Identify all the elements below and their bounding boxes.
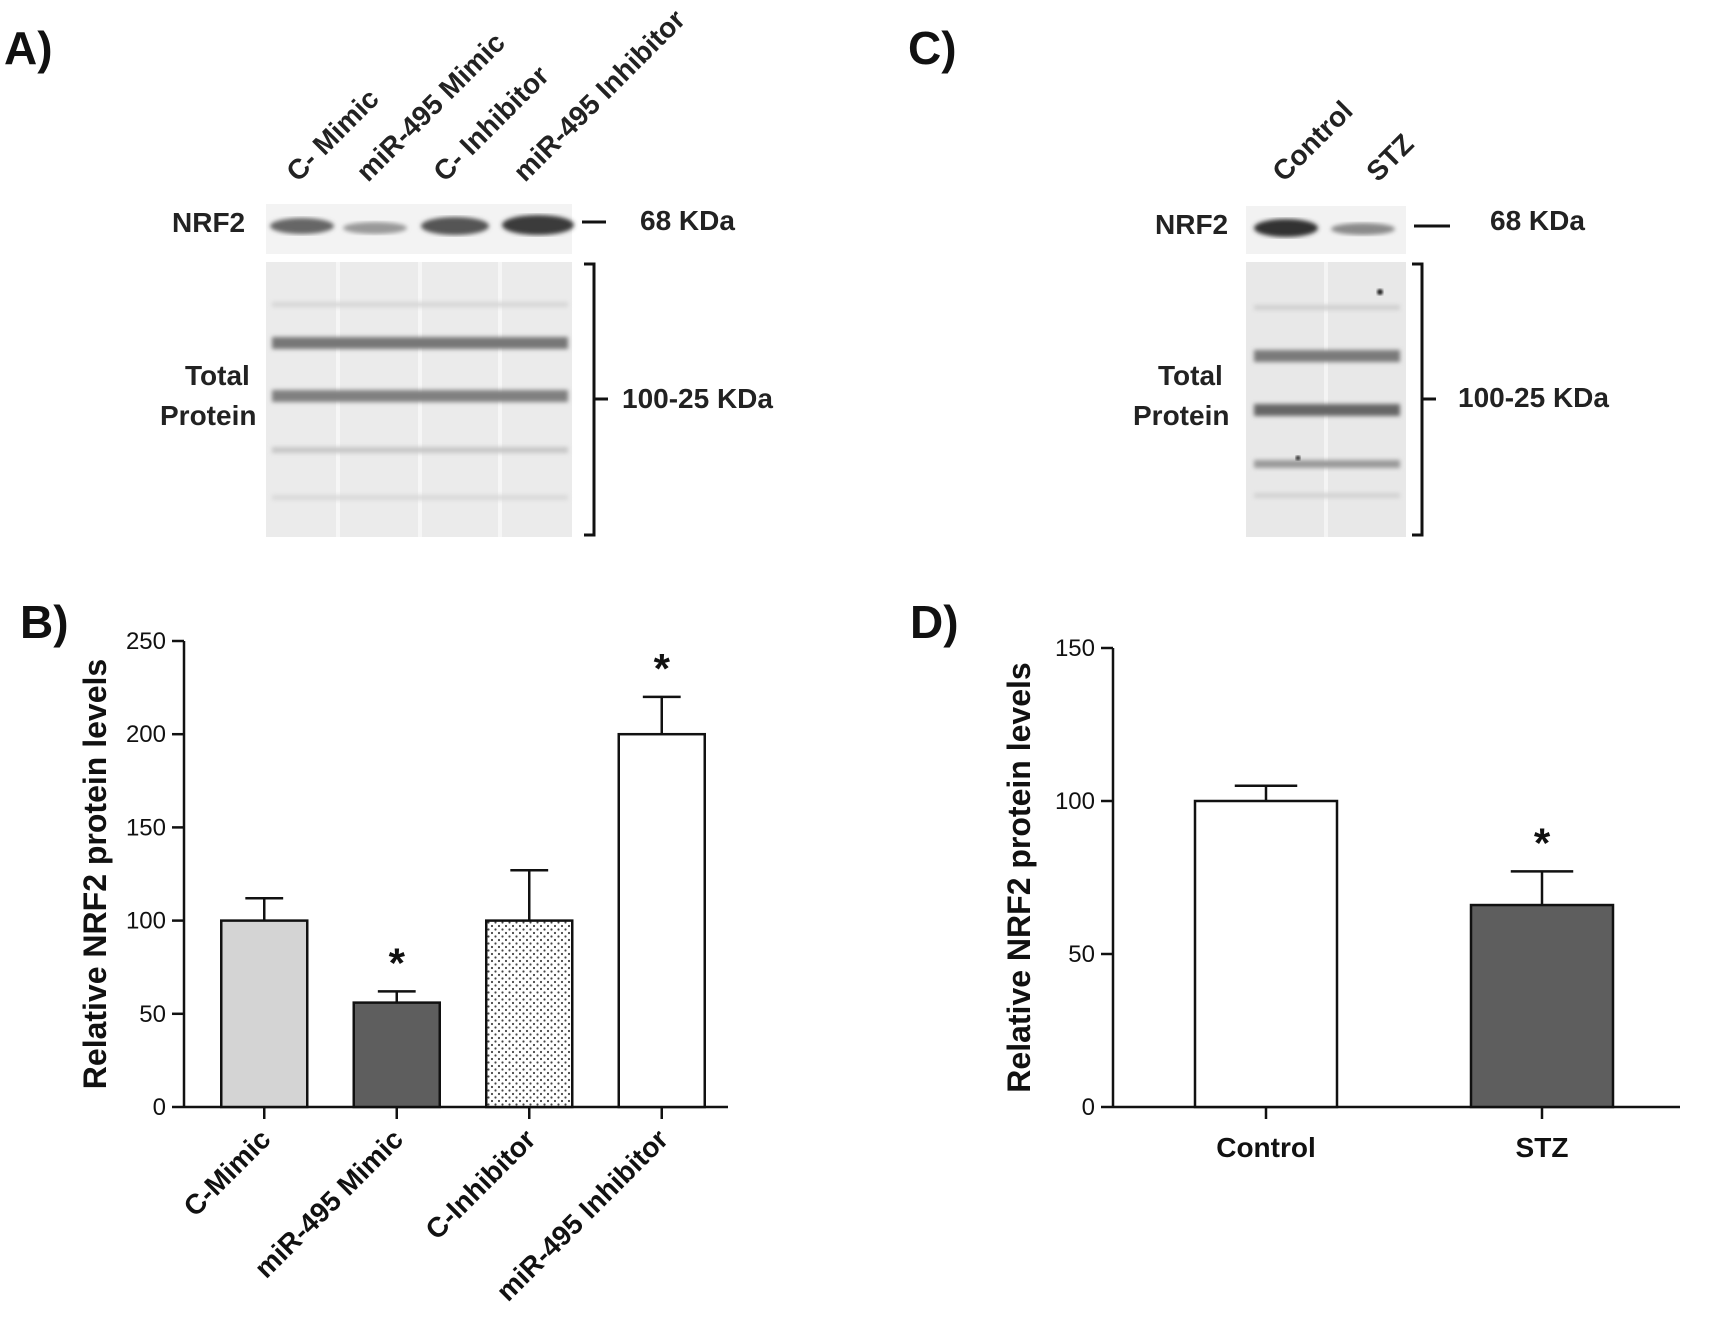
total-label-a-1: Total	[185, 360, 250, 391]
blot-a: C- Mimic miR-495 Mimic C- Inhibitor miR-…	[160, 4, 773, 537]
y-tick-label: 150	[126, 814, 166, 841]
bar	[485, 919, 574, 1109]
lane-label-c-2: STZ	[1360, 128, 1419, 187]
y-tick-label: 200	[126, 721, 166, 748]
chart-b: 0 50 100 150 200 250 Relative NRF2 protein lev…	[77, 628, 728, 1307]
total-bracket-a	[584, 262, 608, 537]
chart-d: 0 50 100 150 Relative NRF2 protein levels Con…	[1001, 635, 1680, 1163]
x-tick-label: STZ	[1516, 1132, 1569, 1163]
total-label-a-2: Protein	[160, 400, 256, 431]
y-tick-label: 50	[139, 1001, 166, 1028]
lane-label-c-1: Control	[1266, 95, 1358, 187]
nrf2-band-a-1	[270, 218, 334, 234]
bar	[1469, 903, 1615, 1109]
panel-label-b: B)	[20, 596, 69, 648]
significance-marker: *	[654, 645, 671, 692]
panel-label-c: C)	[908, 22, 957, 74]
panel-label-d: D)	[910, 596, 959, 648]
x-tick-label: C-Inhibitor	[419, 1123, 541, 1245]
bar	[617, 732, 706, 1109]
nrf2-label-c: NRF2	[1155, 209, 1228, 240]
y-tick-label: 50	[1068, 941, 1095, 968]
y-tick-label: 150	[1055, 635, 1095, 662]
y-tick-label: 100	[1055, 788, 1095, 815]
y-axis-label: Relative NRF2 protein levels	[1001, 662, 1037, 1092]
total-bands-a	[272, 302, 568, 500]
nrf2-label-a: NRF2	[172, 207, 245, 238]
x-tick-label: C-Mimic	[178, 1123, 277, 1222]
x-tick-label: Control	[1216, 1132, 1316, 1163]
y-tick-label: 0	[153, 1094, 166, 1121]
blot-c: Control STZ NRF2 68 KDa Total Protein 10…	[1133, 95, 1609, 537]
nrf2-band-a-2	[343, 222, 407, 234]
y-tick-label: 0	[1082, 1094, 1095, 1121]
significance-marker: *	[1534, 819, 1551, 866]
total-kda-c: 100-25 KDa	[1458, 382, 1609, 413]
nrf2-kda-c: 68 KDa	[1490, 205, 1585, 236]
panel-label-a: A)	[4, 22, 53, 74]
total-kda-a: 100-25 KDa	[622, 383, 773, 414]
y-axis-label: Relative NRF2 protein levels	[77, 659, 113, 1089]
nrf2-band-a-3	[421, 217, 489, 235]
significance-marker: *	[389, 939, 406, 986]
nrf2-kda-a: 68 KDa	[640, 205, 735, 236]
total-bracket-c	[1412, 262, 1436, 537]
nrf2-band-a-4	[502, 215, 574, 235]
total-label-c-1: Total	[1158, 360, 1223, 391]
nrf2-band-c-1	[1254, 219, 1318, 237]
total-bands-c	[1254, 305, 1400, 498]
y-tick-label: 100	[126, 908, 166, 935]
total-label-c-2: Protein	[1133, 400, 1229, 431]
y-tick-label: 250	[126, 628, 166, 655]
bar	[352, 1001, 441, 1109]
bar	[220, 919, 309, 1109]
nrf2-band-c-2	[1331, 223, 1395, 235]
bar	[1193, 799, 1339, 1109]
